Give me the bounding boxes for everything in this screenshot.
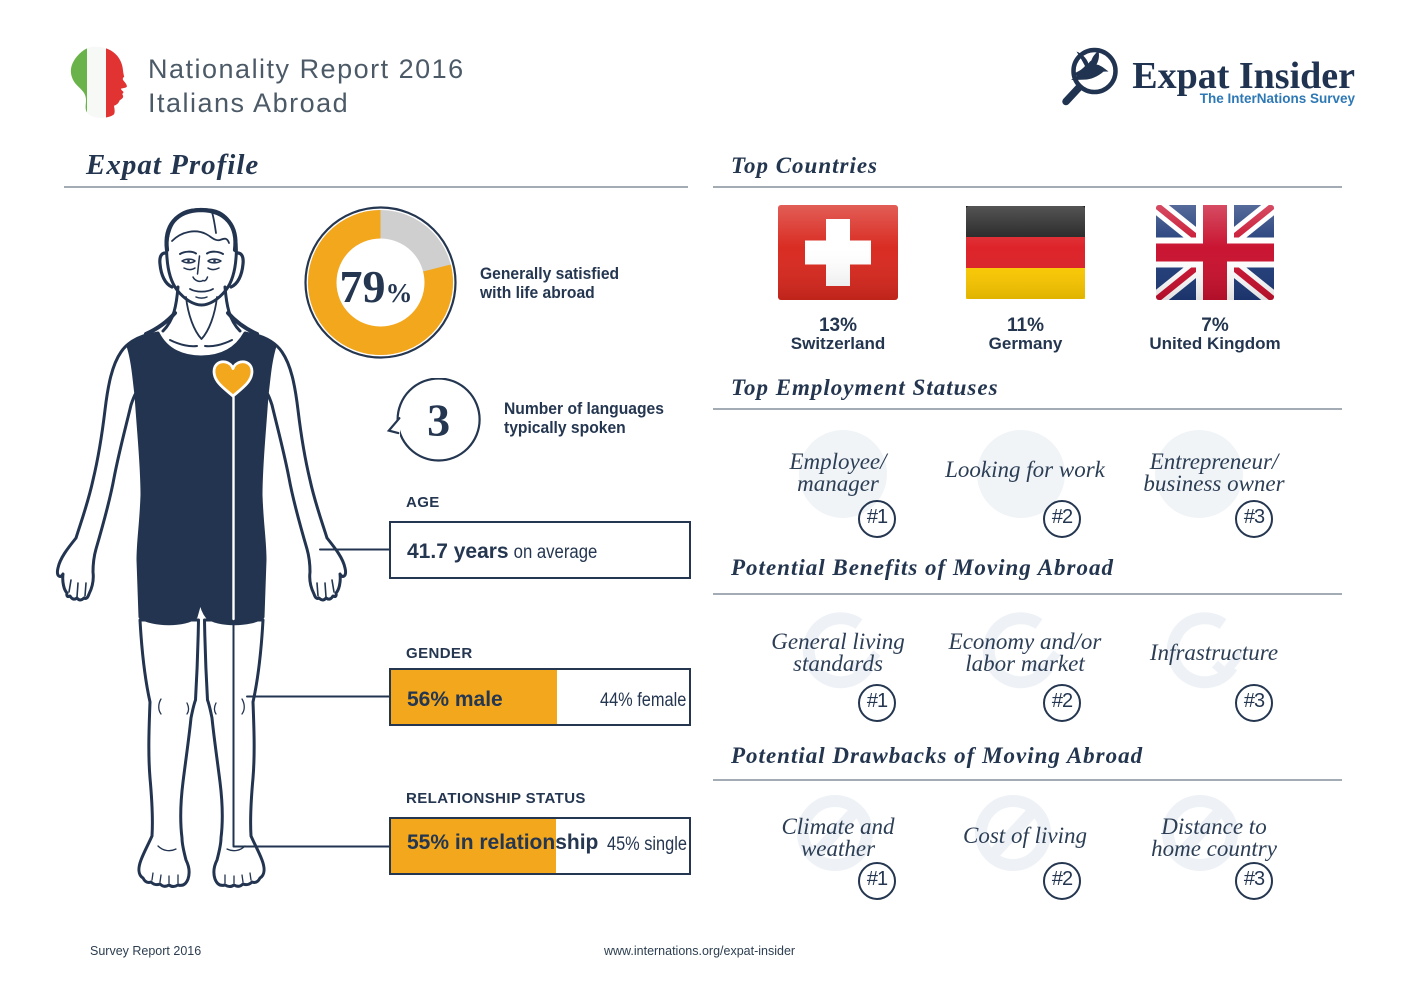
svg-text:3: 3 <box>427 395 450 446</box>
svg-text:Expat Insider: Expat Insider <box>1132 55 1355 97</box>
svg-text:The InterNations Survey: The InterNations Survey <box>1200 91 1356 106</box>
